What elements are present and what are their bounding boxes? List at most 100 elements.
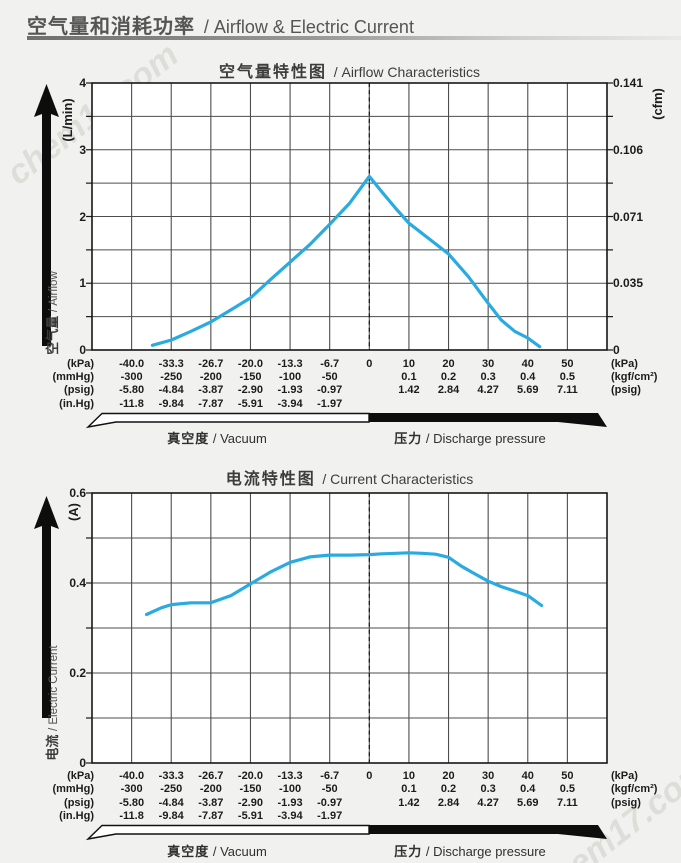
x-axis-value: -5.91: [237, 810, 263, 823]
discharge-arrow: [369, 413, 607, 427]
x-axis-value: -250: [160, 370, 183, 383]
x-axis-value: -4.84: [158, 384, 184, 397]
airflow-plot: [84, 81, 615, 352]
x-axis-value: 4.27: [477, 384, 499, 397]
x-axis-unit-left: (in.Hg): [59, 810, 94, 823]
current-chart-title: 电流特性图 / Current Characteristics: [92, 463, 607, 491]
x-axis-value: -4.84: [158, 796, 184, 809]
x-axis-value: 0.2: [440, 370, 457, 383]
x-axis-value: 40: [521, 770, 534, 782]
current-chart-title-en: / Current Characteristics: [322, 471, 474, 487]
x-axis-value: 0.5: [559, 783, 576, 796]
vacuum-arrow: [86, 824, 370, 841]
x-axis-row: (in.Hg) -11.8 -9.84 -7.87 -5.91 -3.94 -1.97: [0, 810, 681, 824]
x-axis-unit-right: (kPa): [611, 357, 638, 370]
x-axis-value: -200: [199, 370, 222, 383]
x-axis-value: -6.7: [320, 770, 340, 782]
x-axis-value: 1.42: [398, 384, 420, 397]
x-axis-value: -1.97: [317, 810, 343, 823]
x-axis-value: -7.87: [198, 810, 224, 823]
x-axis-unit-right: (kgf/cm²): [611, 370, 658, 383]
x-axis-value: 4.27: [477, 796, 499, 809]
x-axis-value: 0: [366, 357, 373, 370]
current-axis-label-en: / Electric Current: [48, 645, 60, 731]
x-axis-row: (in.Hg) -11.8 -9.84 -7.87 -5.91 -3.94 -1.97: [0, 398, 681, 412]
x-axis-value: -5.80: [119, 384, 145, 397]
x-axis-unit-right: (kPa): [611, 770, 638, 782]
discharge-label: 压力 / Discharge pressure: [365, 841, 575, 860]
x-axis-value: 7.11: [556, 796, 578, 809]
x-axis-value: -3.94: [277, 397, 303, 410]
y-axis-label-left: 0.6: [69, 486, 86, 500]
x-axis-value: -1.93: [277, 796, 303, 809]
x-axis-value: 10: [402, 357, 416, 370]
grid-lines: [92, 493, 607, 763]
y-axis-label-right: 0.071: [613, 209, 644, 224]
x-axis-value: -200: [199, 783, 222, 796]
vacuum-label: 真空度 / Vacuum: [117, 428, 317, 447]
x-axis-value: 0.2: [440, 783, 457, 796]
airflow-y-unit-right: (cfm): [650, 88, 665, 120]
x-axis-value: -1.97: [317, 397, 343, 410]
airflow-chart-title-zh: 空气量特性图: [219, 64, 328, 81]
x-axis-value: 5.69: [517, 796, 539, 809]
x-axis-value: -13.3: [277, 357, 303, 370]
y-axis-label-left: 2: [79, 209, 86, 224]
x-axis-value: -300: [120, 783, 143, 796]
x-axis-value: -11.8: [119, 397, 144, 410]
x-axis-unit-left: (psig): [64, 384, 94, 397]
x-axis-unit-left: (kPa): [67, 770, 94, 782]
x-axis-value: 20: [442, 357, 455, 370]
x-axis-value: -26.7: [198, 357, 224, 370]
x-axis-value: -50: [321, 783, 338, 796]
airflow-curve: [150, 174, 542, 349]
x-axis-value: 20: [442, 770, 455, 782]
y-axis-label-right: 0: [613, 343, 620, 357]
y-axis-label-left: 0.4: [69, 576, 86, 590]
x-axis-value: -250: [160, 783, 183, 796]
title-rule: [27, 36, 681, 40]
vacuum-label-zh: 真空度: [167, 431, 210, 446]
page-title: 空气量和消耗功率 / Airflow & Electric Current: [27, 4, 414, 41]
pressure-direction-ribbon: [86, 412, 607, 429]
vacuum-arrow: [86, 412, 370, 429]
x-axis-value: 0.4: [520, 370, 536, 383]
vacuum-label-en: / Vacuum: [212, 431, 267, 446]
vacuum-label: 真空度 / Vacuum: [117, 841, 317, 860]
x-axis-value: -40.0: [119, 357, 145, 370]
x-axis-value: -150: [239, 783, 262, 796]
y-axis-label-left: 1: [79, 276, 86, 291]
x-axis-value: -9.84: [158, 810, 184, 823]
discharge-label-en: / Discharge pressure: [425, 431, 546, 446]
x-axis-unit-right: (psig): [611, 384, 641, 397]
pressure-direction-ribbon: [86, 824, 607, 841]
x-axis-unit-right: (kgf/cm²): [611, 783, 658, 796]
x-axis-value: -5.80: [119, 796, 145, 809]
x-axis-value: -300: [120, 370, 143, 383]
discharge-label-en: / Discharge pressure: [425, 844, 546, 859]
x-axis-unit-left: (kPa): [67, 357, 94, 370]
airflow-plot-svg: [86, 82, 613, 351]
plot-border: [91, 492, 608, 764]
x-axis-value: -100: [279, 783, 302, 796]
x-axis-unit-left: (mmHg): [52, 370, 94, 383]
x-axis-row: (kPa) -40.0 -33.3 -26.7 -20.0 -13.3 -6.7 0 10 20 3…: [0, 770, 681, 784]
discharge-label: 压力 / Discharge pressure: [365, 428, 575, 447]
x-axis-value: -2.90: [237, 384, 263, 397]
y-axis-label-left: 3: [79, 142, 86, 157]
y-axis-label-right: 0.035: [613, 276, 644, 291]
tick-marks: [86, 82, 613, 351]
x-axis-value: -33.3: [158, 770, 184, 782]
x-axis-value: -150: [239, 370, 262, 383]
discharge-label-zh: 压力: [394, 844, 423, 859]
x-axis-value: 0.1: [401, 370, 417, 383]
x-axis-value: -1.93: [277, 384, 303, 397]
x-axis-unit-left: (psig): [64, 796, 94, 809]
page-title-zh: 空气量和消耗功率: [27, 16, 195, 38]
x-axis-row: (mmHg) -300 -250 -200 -150 -100 -50 0.1 0.2 0.3 0.…: [0, 783, 681, 797]
x-axis-value: -100: [279, 370, 302, 383]
y-axis-label-left: 0: [79, 343, 86, 357]
x-axis-value: 30: [482, 357, 495, 370]
airflow-chart-title-en: / Airflow Characteristics: [333, 64, 480, 80]
x-axis-value: -5.91: [237, 397, 263, 410]
